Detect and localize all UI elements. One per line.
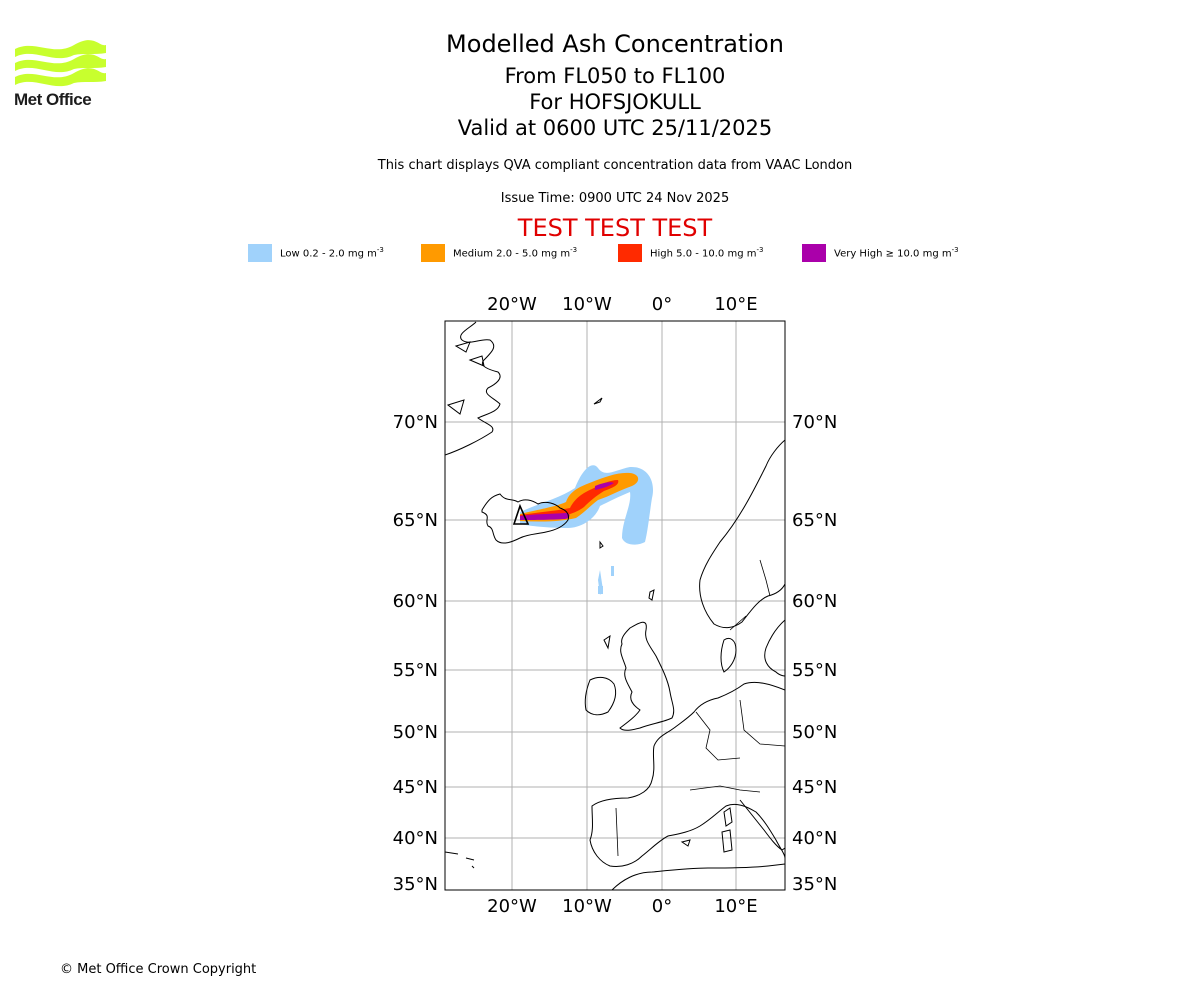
legend-swatch-medium bbox=[421, 244, 445, 262]
greenland-coast bbox=[445, 321, 501, 456]
lat-labels-right: 70°N 65°N 60°N 55°N 50°N 45°N 40°N 35°N bbox=[792, 412, 837, 895]
legend-item-medium: Medium 2.0 - 5.0 mg m-3 bbox=[421, 244, 577, 262]
legend: Low 0.2 - 2.0 mg m-3 Medium 2.0 - 5.0 mg… bbox=[0, 244, 1200, 264]
lat-labels-left: 70°N 65°N 60°N 55°N 50°N 45°N 40°N 35°N bbox=[393, 412, 438, 895]
great-britain-coast bbox=[619, 621, 675, 731]
legend-label-medium: Medium 2.0 - 5.0 mg m-3 bbox=[453, 246, 578, 260]
iceland-coast bbox=[481, 493, 569, 544]
legend-item-low: Low 0.2 - 2.0 mg m-3 bbox=[248, 244, 384, 262]
ash-area-very-high bbox=[520, 512, 570, 520]
copyright-footer: © Met Office Crown Copyright bbox=[60, 962, 257, 977]
lat-label-45n-left: 45°N bbox=[393, 777, 438, 798]
lat-label-50n-left: 50°N bbox=[393, 722, 438, 743]
lat-label-45n-right: 45°N bbox=[792, 777, 837, 798]
map-frame-background bbox=[445, 321, 785, 890]
chart-title: Modelled Ash Concentration bbox=[446, 30, 784, 58]
scandinavia-coast bbox=[699, 439, 785, 629]
lat-label-70n-right: 70°N bbox=[792, 412, 837, 433]
data-note: This chart displays QVA compliant concen… bbox=[377, 158, 853, 173]
lon-label-20w-top: 20°W bbox=[487, 294, 537, 315]
legend-swatch-very-high bbox=[802, 244, 826, 262]
lat-label-60n-right: 60°N bbox=[792, 591, 837, 612]
lat-label-40n-left: 40°N bbox=[393, 828, 438, 849]
valid-time: Valid at 0600 UTC 25/11/2025 bbox=[457, 116, 773, 140]
ash-area-high bbox=[520, 480, 619, 519]
lon-label-0-top: 0° bbox=[652, 294, 672, 315]
issue-time: Issue Time: 0900 UTC 24 Nov 2025 bbox=[500, 191, 730, 206]
legend-label-high: High 5.0 - 10.0 mg m-3 bbox=[650, 246, 764, 260]
legend-item-high: High 5.0 - 10.0 mg m-3 bbox=[618, 244, 763, 262]
lat-label-70n-left: 70°N bbox=[393, 412, 438, 433]
lat-label-65n-left: 65°N bbox=[393, 510, 438, 531]
lon-label-10e-top: 10°E bbox=[714, 294, 757, 315]
lat-label-35n-right: 35°N bbox=[792, 874, 837, 895]
lon-label-10w-bottom: 10°W bbox=[562, 896, 612, 917]
met-office-logo-icon bbox=[15, 40, 106, 87]
lon-label-20w-bottom: 20°W bbox=[487, 896, 537, 917]
lat-label-50n-right: 50°N bbox=[792, 722, 837, 743]
lon-label-10e-bottom: 10°E bbox=[714, 896, 757, 917]
legend-label-low: Low 0.2 - 2.0 mg m-3 bbox=[280, 246, 384, 260]
legend-label-very-high: Very High ≥ 10.0 mg m-3 bbox=[834, 246, 959, 260]
lat-label-55n-left: 55°N bbox=[393, 660, 438, 681]
met-office-logo-text: Met Office bbox=[14, 90, 92, 109]
ash-area-very-high-east bbox=[595, 482, 614, 490]
coastlines bbox=[445, 321, 785, 890]
map-frame bbox=[444, 320, 786, 891]
lon-labels-top: 20°W 10°W 0° 10°E bbox=[487, 294, 757, 315]
legend-swatch-low bbox=[248, 244, 272, 262]
legend-item-very-high: Very High ≥ 10.0 mg m-3 bbox=[802, 244, 959, 262]
country-borders bbox=[615, 559, 785, 857]
ireland-coast bbox=[584, 676, 617, 716]
legend-swatch-high bbox=[618, 244, 642, 262]
hofsjokull-marker-icon bbox=[512, 503, 530, 525]
lat-label-40n-right: 40°N bbox=[792, 828, 837, 849]
lat-label-55n-right: 55°N bbox=[792, 660, 837, 681]
lon-label-0-bottom: 0° bbox=[652, 896, 672, 917]
flight-levels: From FL050 to FL100 bbox=[504, 64, 726, 88]
lat-label-35n-left: 35°N bbox=[393, 874, 438, 895]
test-banner: TEST TEST TEST bbox=[517, 214, 713, 242]
map-gridlines bbox=[445, 321, 785, 890]
volcano-name: For HOFSJOKULL bbox=[529, 90, 701, 114]
lat-label-65n-right: 65°N bbox=[792, 510, 837, 531]
lon-labels-bottom: 20°W 10°W 0° 10°E bbox=[487, 896, 757, 917]
lon-label-10w-top: 10°W bbox=[562, 294, 612, 315]
denmark-coast bbox=[720, 637, 737, 673]
europe-coast bbox=[589, 681, 785, 867]
lat-label-60n-left: 60°N bbox=[393, 591, 438, 612]
